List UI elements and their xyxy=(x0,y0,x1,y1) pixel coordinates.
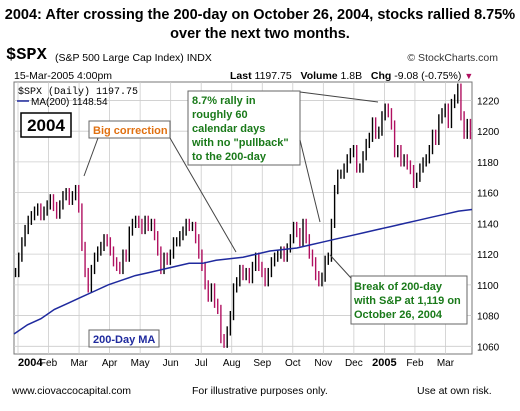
x-tick-label: Feb xyxy=(406,358,424,369)
x-tick-label: 2005 xyxy=(372,357,396,369)
legend-price: $SPX (Daily) 1197.75 xyxy=(18,86,138,98)
break-text: Break of 200-day with S&P at 1,119 on Oc… xyxy=(353,281,461,321)
footer-website: www.ciovaccocapital.com xyxy=(12,385,132,397)
chg-value: -9.08 (-0.75%) xyxy=(394,70,462,82)
symbol: $SPX xyxy=(6,46,47,65)
rally-line-3: calendar days xyxy=(192,123,265,135)
y-tick-label: 1180 xyxy=(477,158,499,169)
y-tick-label: 1080 xyxy=(477,312,500,323)
y-axis-labels: 1060 1080 1100 1120 1140 1160 1180 1200 1220 xyxy=(477,96,500,353)
break-line-2: with S&P at 1,119 on xyxy=(353,295,461,307)
y-tick-label: 1060 xyxy=(477,342,500,353)
break-line-1: Break of 200-day xyxy=(354,281,443,293)
x-tick-label: Dec xyxy=(345,358,363,369)
brand-credit: © StockCharts.com xyxy=(407,52,498,64)
ma200-line xyxy=(13,208,473,335)
rally-pointer-bottom xyxy=(299,139,321,223)
rally-pointer-top xyxy=(299,91,379,103)
headline-line-1: 2004: After crossing the 200-day on Octo… xyxy=(4,7,516,23)
x-tick-label: Jun xyxy=(163,358,179,369)
y-tick-label: 1200 xyxy=(477,127,500,138)
big-correction-box xyxy=(88,120,171,139)
ma-label: 200-Day MA xyxy=(93,334,155,346)
big-correction-pointer-right xyxy=(169,137,237,253)
y-tick-label: 1220 xyxy=(477,96,500,107)
rally-line-2: roughly 60 xyxy=(192,109,248,121)
x-tick-label: Jul xyxy=(195,358,208,369)
rally-line-1: 8.7% rally in xyxy=(192,95,256,107)
break-line-3: October 26, 2004 xyxy=(354,309,443,321)
y-tick-label: 1100 xyxy=(477,281,499,292)
last-value: 1197.75 xyxy=(254,70,292,82)
x-tick-label: Nov xyxy=(314,358,332,369)
chg-label: Chg xyxy=(370,70,392,82)
x-tick-label: 2004 xyxy=(18,357,43,369)
x-tick-label: Feb xyxy=(40,358,58,369)
x-tick-label: May xyxy=(131,358,150,369)
x-tick-label: Mar xyxy=(70,358,88,369)
break-box xyxy=(350,275,468,325)
rally-line-4: with no "pullback" xyxy=(191,137,289,149)
price-bars xyxy=(14,83,472,348)
break-pointer xyxy=(329,254,352,279)
y-tick-label: 1140 xyxy=(477,219,499,230)
rally-box xyxy=(187,90,301,166)
year-box xyxy=(20,112,72,138)
footer-risk: Use at own risk. xyxy=(417,385,492,397)
x-tick-label: Aug xyxy=(223,358,241,369)
chart-headline: 2004: After crossing the 200-day on Octo… xyxy=(0,6,520,44)
ma-label-box xyxy=(88,329,160,348)
x-tick-label: Mar xyxy=(437,358,455,369)
x-tick-label: Sep xyxy=(253,358,271,369)
y-tick-label: 1120 xyxy=(477,250,499,261)
x-tick-label: Oct xyxy=(285,358,301,369)
y-tick-label: 1160 xyxy=(477,189,499,200)
legend-ma: MA(200) 1148.54 xyxy=(31,97,108,108)
down-arrow-icon: ▼ xyxy=(464,71,474,81)
volume-value: 1.8B xyxy=(340,70,363,82)
big-correction-pointer-left xyxy=(83,137,99,177)
rally-line-5: to the 200-day xyxy=(192,151,267,163)
volume-label: Volume xyxy=(300,70,338,82)
rally-text: 8.7% rally in roughly 60 calendar days w… xyxy=(191,95,289,163)
ma-line-group xyxy=(13,208,473,335)
date-stamp: 15-Mar-2005 4:00pm xyxy=(14,70,113,82)
symbol-description: (S&P 500 Large Cap Index) INDX xyxy=(55,52,212,64)
year-box-label: 2004 xyxy=(27,116,65,135)
last-label: Last xyxy=(230,70,252,82)
x-tick-label: Apr xyxy=(102,358,118,369)
footer-disclaimer: For illustrative purposes only. xyxy=(192,385,328,397)
headline-line-2: over the next two months. xyxy=(170,26,350,42)
quote-line: Last 1197.75 Volume 1.8B Chg -9.08 (-0.7… xyxy=(230,70,473,82)
big-correction-label: Big correction xyxy=(93,125,168,137)
